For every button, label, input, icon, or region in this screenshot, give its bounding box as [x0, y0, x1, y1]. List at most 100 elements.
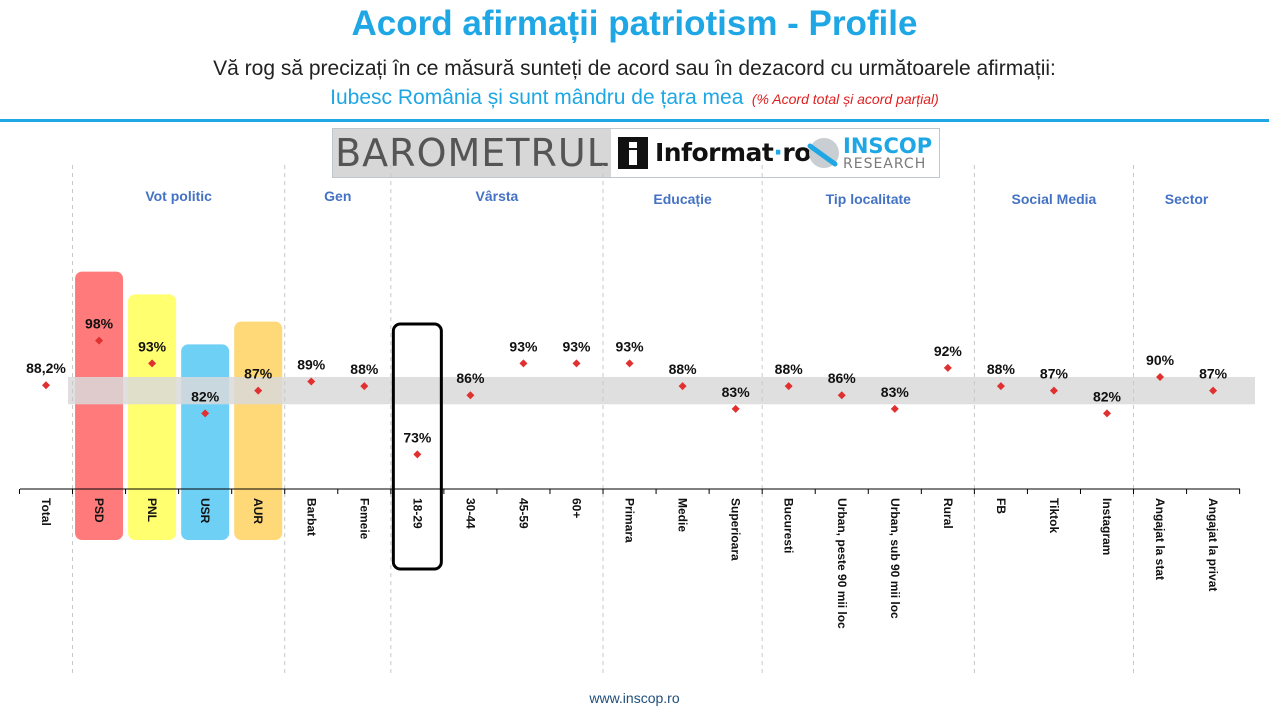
data-point	[42, 381, 50, 390]
data-label: 86%	[828, 370, 857, 386]
data-label: 83%	[881, 384, 910, 400]
category-label: AUR	[251, 498, 265, 524]
data-label: 93%	[562, 338, 591, 354]
footer-url[interactable]: www.inscop.ro	[589, 690, 680, 706]
data-point	[625, 359, 634, 368]
category-label: Superioara	[729, 498, 743, 561]
data-point	[1103, 409, 1111, 418]
survey-statement: Iubesc România și sunt mândru de țara me…	[330, 86, 744, 109]
data-point	[996, 382, 1005, 391]
category-label: Medie	[676, 498, 690, 532]
measure-note: (% Acord total și acord parțial)	[751, 91, 939, 107]
data-label: 92%	[934, 343, 963, 359]
data-label: 73%	[403, 429, 432, 445]
informat-dot: ·	[773, 138, 783, 167]
group-label: Tip localitate	[826, 191, 912, 207]
informat-name: Informat	[655, 138, 774, 167]
group-label: Social Media	[1012, 191, 1097, 207]
data-point	[731, 404, 740, 413]
category-label: 45-59	[516, 498, 530, 529]
data-label: 82%	[191, 388, 220, 404]
data-label: 88%	[669, 361, 698, 377]
data-label: 88%	[987, 361, 1016, 377]
group-separators	[72, 165, 1135, 675]
informat-suffix: ro	[782, 138, 811, 167]
highlight-psd	[75, 271, 124, 540]
data-label: 90%	[1146, 352, 1175, 368]
category-label: 60+	[570, 498, 584, 518]
category-label: PNL	[145, 498, 159, 522]
highlight-pnl	[128, 294, 177, 540]
inscop-circle-icon	[807, 138, 839, 168]
data-point	[519, 359, 528, 368]
category-label: Tiktok	[1047, 498, 1061, 533]
group-label: Vârsta	[476, 188, 519, 204]
category-label: 18-29	[410, 498, 424, 529]
category-label: Total	[39, 498, 53, 526]
category-label: PSD	[92, 498, 106, 523]
data-point	[943, 363, 952, 372]
category-label: Femeie	[357, 498, 371, 540]
data-point	[307, 377, 316, 386]
inscop-logo: INSCOP	[843, 134, 933, 158]
data-label: 88,2%	[26, 360, 66, 376]
informat-logo: Informat·ro	[655, 138, 811, 167]
category-label: Bucuresti	[782, 498, 796, 553]
highlight-layer	[75, 271, 283, 540]
data-point	[1209, 386, 1218, 395]
survey-question: Vă rog să precizați în ce măsură sunteți…	[213, 57, 1056, 80]
category-label: Angajat la privat	[1206, 498, 1220, 591]
header-divider	[0, 119, 1269, 122]
data-label: 86%	[456, 370, 485, 386]
data-point	[784, 382, 793, 391]
category-label: Rural	[941, 498, 955, 529]
data-label: 93%	[509, 338, 538, 354]
data-label: 82%	[1093, 388, 1122, 404]
highlight-aur	[234, 321, 283, 540]
data-labels: 88,2% 98% 93% 82% 87% 89% 88% 73% 86% 93% 93% 93% 88…	[26, 316, 1228, 446]
data-point	[572, 359, 581, 368]
research-logo: RESEARCH	[843, 156, 927, 172]
group-label: Gen	[324, 188, 351, 204]
data-point	[890, 404, 899, 413]
data-point	[254, 386, 263, 395]
group-labels: Vot politic Gen Vârsta Educație Tip localita…	[145, 188, 1209, 207]
group-label: Sector	[1165, 191, 1209, 207]
group-label: Educație	[653, 191, 712, 207]
data-label: 88%	[350, 361, 379, 377]
group-label: Vot politic	[145, 188, 212, 204]
category-label: Barbat	[304, 498, 318, 536]
data-point	[148, 359, 157, 368]
data-point	[201, 409, 210, 418]
chart-title: Acord afirmații patriotism - Profile	[351, 4, 918, 43]
data-label: 88%	[775, 361, 804, 377]
x-axis	[18, 488, 1241, 494]
outline-18-29	[391, 322, 443, 571]
logo-banner: BAROMETRUL Informat·ro INSCOP RESEARCH	[332, 128, 940, 178]
data-point	[360, 382, 369, 391]
informat-i-icon	[618, 137, 648, 169]
category-label: 30-44	[463, 498, 477, 529]
data-label: 93%	[138, 338, 167, 354]
category-labels: Total PSD PNL USR AUR Barbat Femeie 18-29 30-44 4…	[39, 498, 1220, 629]
data-label: 93%	[616, 338, 645, 354]
category-label: Primara	[623, 498, 637, 543]
barometer-logo: BAROMETRUL	[333, 129, 611, 177]
statement-line: Iubesc România și sunt mândru de țara me…	[0, 86, 1269, 110]
data-point	[837, 391, 846, 400]
data-point	[413, 450, 422, 459]
category-label: FB	[994, 498, 1008, 514]
data-points	[42, 336, 1218, 459]
data-point	[1049, 386, 1058, 395]
data-point	[466, 391, 475, 400]
data-label: 87%	[1199, 366, 1228, 382]
data-label: 83%	[722, 384, 751, 400]
category-label: Urban, peste 90 mii loc	[835, 498, 849, 629]
data-point	[1156, 373, 1165, 381]
data-label: 87%	[244, 366, 273, 382]
data-label: 89%	[297, 357, 326, 373]
data-point	[678, 382, 687, 391]
category-label: Angajat la stat	[1153, 498, 1167, 580]
category-label: USR	[198, 498, 212, 524]
